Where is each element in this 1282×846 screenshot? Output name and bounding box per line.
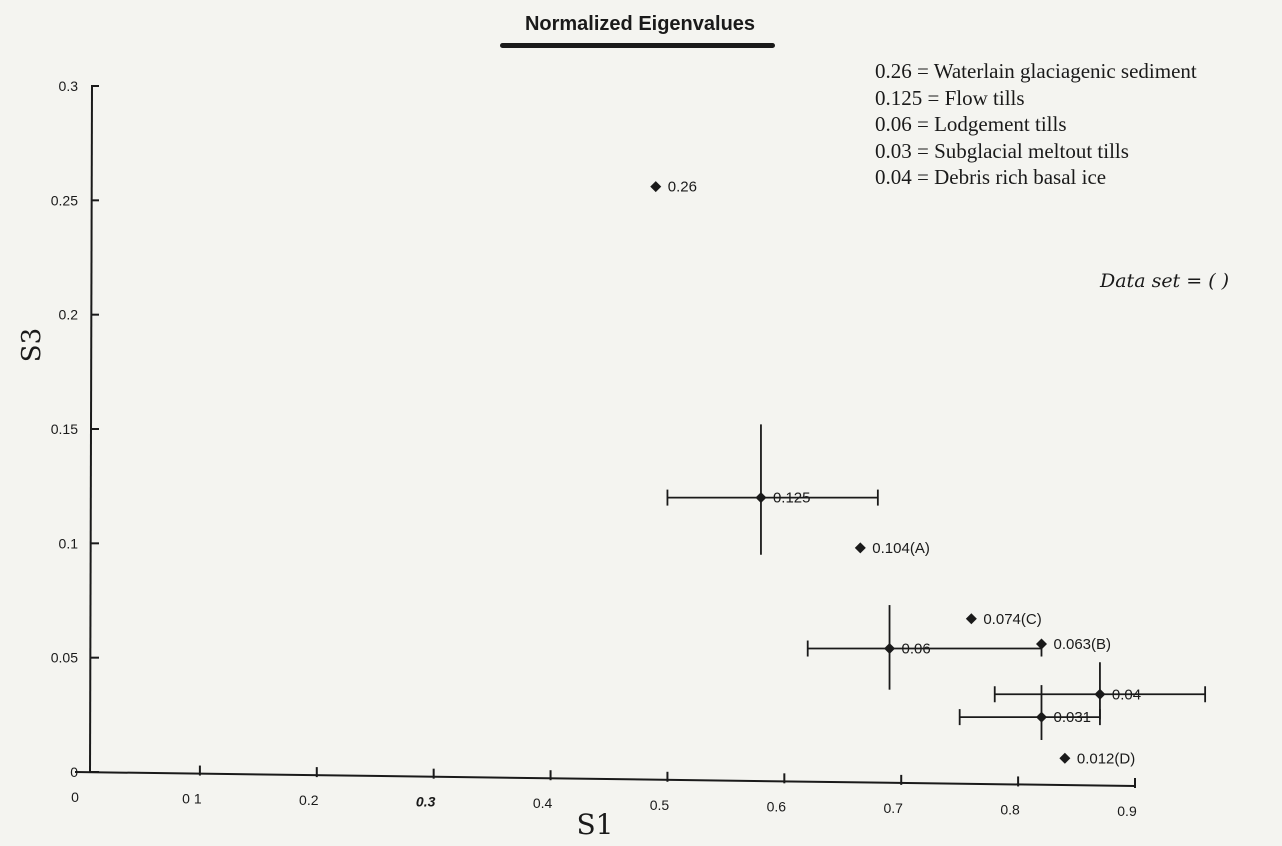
y-tick-label: 0.1 <box>59 535 79 551</box>
data-point <box>650 181 662 193</box>
data-label: 0.031 <box>1053 709 1091 726</box>
legend-entry: 0.03 = Subglacial meltout tills <box>875 138 1129 163</box>
data-label: 0.074(C) <box>983 611 1041 628</box>
data-point <box>965 613 977 625</box>
x-axis-title: S1 <box>576 808 614 841</box>
title-underline <box>500 43 775 48</box>
x-tick-label: 0.9 <box>1117 803 1137 819</box>
legend: 0.26 = Waterlain glaciagenic sediment 0.… <box>875 58 1197 191</box>
data-label: 0.104(A) <box>872 540 930 557</box>
legend-entry: 0.125 = Flow tills <box>875 85 1025 110</box>
y-tick-label: 0.15 <box>51 421 78 437</box>
legend-entry: 0.06 = Lodgement tills <box>875 112 1067 136</box>
x-tick-label: 0.8 <box>1000 801 1020 817</box>
chart-title: Normalized Eigenvalues <box>524 13 756 35</box>
x-tick-label: 0 <box>71 789 79 805</box>
legend-entry: 0.26 = Waterlain glaciagenic sediment <box>875 59 1197 83</box>
data-label: 0.26 <box>668 179 697 196</box>
y-tick-label: 0.3 <box>59 78 79 94</box>
data-label: 0.063(B) <box>1053 636 1111 653</box>
y-tick-label: 0.25 <box>51 192 78 208</box>
data-label: 0.125 <box>773 490 811 507</box>
data-point <box>884 643 896 655</box>
data-point <box>1035 711 1047 723</box>
x-tick-label: 0 1 <box>182 791 202 807</box>
dataset-annotation: Data set = ( ) <box>1100 270 1230 292</box>
x-axis-line <box>74 771 1136 787</box>
x-tick-label: 0.5 <box>650 797 670 813</box>
x-tick-label: 0.4 <box>533 795 553 811</box>
data-point <box>755 492 767 504</box>
x-tick-label: 0.6 <box>767 798 787 814</box>
data-point <box>1094 688 1106 700</box>
y-tick-label: 0 <box>70 764 78 780</box>
legend-entry: 0.04 = Debris rich basal ice <box>875 165 1107 189</box>
data-label: 0.012(D) <box>1077 750 1135 767</box>
y-tick-label: 0.2 <box>59 307 79 323</box>
data-point <box>1059 752 1071 764</box>
x-tick-label: 0.2 <box>299 792 319 808</box>
data-label: 0.06 <box>902 641 931 658</box>
data-label: 0.04 <box>1112 686 1141 703</box>
x-tick-label: 0.3 <box>416 794 436 810</box>
y-tick-label: 0.05 <box>51 650 78 666</box>
x-tick-label: 0.7 <box>883 800 903 816</box>
data-point <box>854 542 866 554</box>
